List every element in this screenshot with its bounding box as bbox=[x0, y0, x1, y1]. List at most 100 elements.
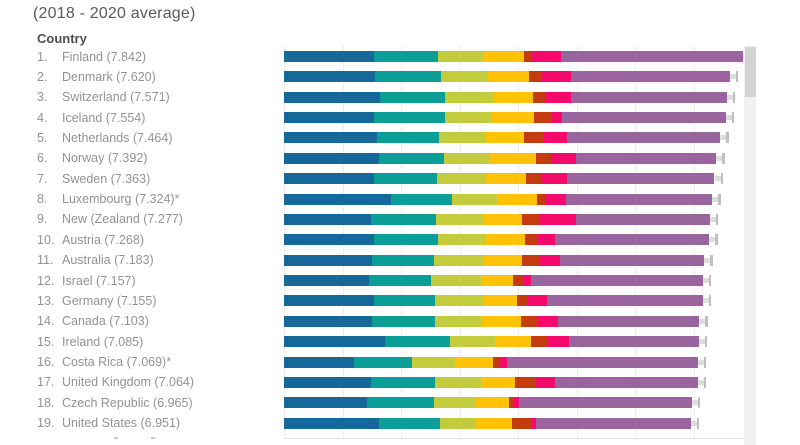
bar-segment-teal[interactable] bbox=[354, 356, 413, 368]
bar-segment-purple[interactable] bbox=[560, 51, 743, 62]
bar-segment-yellow[interactable] bbox=[481, 275, 514, 287]
stacked-bar-australia-[interactable] bbox=[284, 254, 704, 266]
bar-segment-blue[interactable] bbox=[284, 417, 379, 429]
vertical-scrollbar-track[interactable] bbox=[744, 46, 756, 445]
bar-segment-pink[interactable] bbox=[537, 234, 555, 246]
stacked-bar-sweden-[interactable] bbox=[284, 173, 715, 185]
bar-segment-purple[interactable] bbox=[569, 336, 699, 348]
stacked-bar-united-kingdom-[interactable] bbox=[284, 376, 698, 388]
bar-segment-purple[interactable] bbox=[567, 173, 715, 185]
bar-segment-blue[interactable] bbox=[284, 234, 375, 246]
stacked-bar-czech-republic-[interactable] bbox=[284, 397, 692, 409]
bar-segment-teal[interactable] bbox=[378, 152, 444, 164]
bar-segment-teal[interactable] bbox=[375, 71, 442, 83]
stacked-bar-netherlands-[interactable] bbox=[284, 132, 721, 144]
bar-segment-blue[interactable] bbox=[284, 275, 369, 287]
bar-segment-olive[interactable] bbox=[437, 51, 483, 62]
stacked-bar-finland-[interactable] bbox=[284, 51, 743, 62]
bar-segment-purple[interactable] bbox=[555, 376, 698, 388]
bar-segment-pink[interactable] bbox=[545, 91, 572, 103]
bar-segment-teal[interactable] bbox=[367, 397, 435, 409]
bar-segment-purple[interactable] bbox=[518, 397, 692, 409]
bar-segment-teal[interactable] bbox=[371, 315, 435, 327]
bar-segment-olive[interactable] bbox=[434, 397, 477, 409]
bar-segment-dark_red[interactable] bbox=[516, 295, 527, 307]
bar-segment-yellow[interactable] bbox=[484, 295, 517, 307]
bar-segment-dark_red[interactable] bbox=[533, 112, 552, 124]
bar-segment-olive[interactable] bbox=[434, 376, 482, 388]
bar-segment-blue[interactable] bbox=[284, 112, 375, 124]
stacked-bar-iceland-[interactable] bbox=[284, 112, 726, 124]
bar-segment-purple[interactable] bbox=[575, 152, 717, 164]
bar-segment-blue[interactable] bbox=[284, 51, 375, 62]
bar-segment-yellow[interactable] bbox=[490, 152, 536, 164]
bar-segment-olive[interactable] bbox=[437, 173, 487, 185]
bar-segment-dark_red[interactable] bbox=[522, 254, 541, 266]
bar-segment-yellow[interactable] bbox=[484, 254, 523, 266]
stacked-bar-denmark-[interactable] bbox=[284, 71, 730, 83]
bar-segment-teal[interactable] bbox=[379, 91, 445, 103]
bar-segment-olive[interactable] bbox=[433, 254, 485, 266]
bar-segment-olive[interactable] bbox=[451, 193, 497, 205]
stacked-bar-canada-[interactable] bbox=[284, 315, 700, 327]
bar-segment-teal[interactable] bbox=[377, 132, 439, 144]
bar-segment-teal[interactable] bbox=[374, 234, 438, 246]
bar-segment-teal[interactable] bbox=[374, 173, 438, 185]
bar-segment-purple[interactable] bbox=[554, 234, 710, 246]
bar-segment-yellow[interactable] bbox=[486, 173, 527, 185]
bar-segment-teal[interactable] bbox=[371, 376, 435, 388]
bar-segment-pink[interactable] bbox=[547, 336, 570, 348]
bar-segment-dark_red[interactable] bbox=[509, 397, 514, 409]
bar-segment-yellow[interactable] bbox=[455, 356, 494, 368]
bar-segment-dark_red[interactable] bbox=[531, 336, 548, 348]
bar-segment-blue[interactable] bbox=[284, 315, 372, 327]
stacked-bar-ireland-[interactable] bbox=[284, 336, 699, 348]
bar-segment-pink[interactable] bbox=[550, 152, 576, 164]
bar-segment-yellow[interactable] bbox=[485, 234, 525, 246]
bar-segment-blue[interactable] bbox=[284, 254, 372, 266]
bar-segment-olive[interactable] bbox=[439, 132, 486, 144]
bar-segment-pink[interactable] bbox=[545, 193, 567, 205]
bar-segment-teal[interactable] bbox=[371, 254, 434, 266]
bar-segment-teal[interactable] bbox=[374, 112, 445, 124]
stacked-bar-germany-[interactable] bbox=[284, 295, 703, 307]
bar-segment-pink[interactable] bbox=[500, 356, 508, 368]
bar-segment-dark_red[interactable] bbox=[515, 376, 537, 388]
bar-segment-purple[interactable] bbox=[575, 213, 710, 225]
bar-segment-blue[interactable] bbox=[284, 132, 377, 144]
bar-segment-blue[interactable] bbox=[284, 295, 375, 307]
bar-segment-dark_red[interactable] bbox=[536, 193, 546, 205]
bar-segment-teal[interactable] bbox=[368, 275, 431, 287]
bar-segment-dark_red[interactable] bbox=[493, 356, 501, 368]
bar-segment-pink[interactable] bbox=[537, 315, 558, 327]
bar-segment-pink[interactable] bbox=[539, 213, 576, 225]
bar-segment-olive[interactable] bbox=[430, 275, 482, 287]
bar-segment-yellow[interactable] bbox=[495, 336, 532, 348]
bar-segment-olive[interactable] bbox=[436, 213, 485, 225]
bar-segment-purple[interactable] bbox=[571, 91, 727, 103]
stacked-bar-switzerland-[interactable] bbox=[284, 91, 727, 103]
bar-segment-yellow[interactable] bbox=[488, 71, 530, 83]
bar-segment-olive[interactable] bbox=[444, 91, 494, 103]
bar-segment-olive[interactable] bbox=[439, 417, 476, 429]
bar-segment-purple[interactable] bbox=[566, 132, 721, 144]
bar-segment-teal[interactable] bbox=[374, 51, 438, 62]
bar-segment-pink[interactable] bbox=[536, 376, 556, 388]
bar-segment-purple[interactable] bbox=[531, 275, 703, 287]
bar-segment-purple[interactable] bbox=[546, 295, 703, 307]
bar-segment-dark_red[interactable] bbox=[524, 234, 538, 246]
bar-segment-purple[interactable] bbox=[561, 112, 726, 124]
bar-segment-yellow[interactable] bbox=[491, 112, 534, 124]
bar-segment-dark_red[interactable] bbox=[529, 71, 542, 83]
bar-segment-olive[interactable] bbox=[443, 152, 491, 164]
bar-segment-teal[interactable] bbox=[378, 417, 440, 429]
bar-segment-olive[interactable] bbox=[444, 112, 492, 124]
bar-segment-teal[interactable] bbox=[391, 193, 452, 205]
bar-segment-pink[interactable] bbox=[541, 173, 568, 185]
bar-segment-blue[interactable] bbox=[284, 173, 375, 185]
bar-segment-pink[interactable] bbox=[526, 295, 547, 307]
bar-segment-blue[interactable] bbox=[284, 397, 368, 409]
bar-segment-pink[interactable] bbox=[532, 417, 537, 429]
bar-segment-olive[interactable] bbox=[450, 336, 496, 348]
bar-segment-dark_red[interactable] bbox=[520, 315, 538, 327]
